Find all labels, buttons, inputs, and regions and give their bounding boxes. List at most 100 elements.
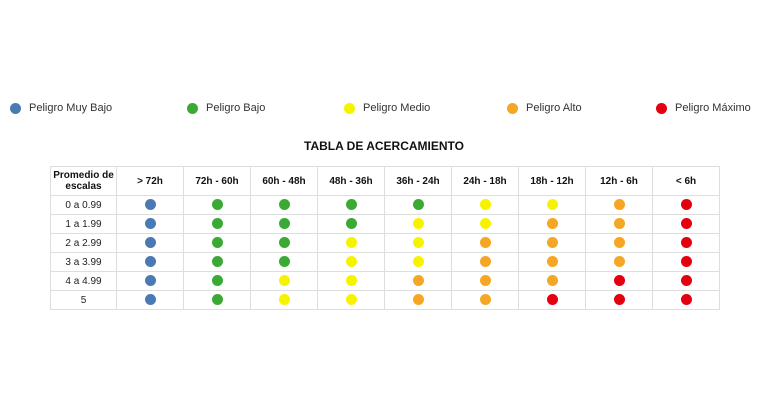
corner-header: Promedio de escalas bbox=[50, 166, 117, 196]
danger-dot-alto bbox=[479, 256, 491, 268]
danger-dot-maximo bbox=[546, 294, 558, 306]
danger-cell bbox=[585, 252, 653, 272]
table-row: 4 a 4.99 bbox=[50, 271, 720, 291]
danger-cell bbox=[116, 195, 184, 215]
danger-cell bbox=[183, 233, 251, 253]
danger-dot-muy-bajo bbox=[144, 294, 156, 306]
row-label: 5 bbox=[50, 290, 117, 310]
danger-dot-medio bbox=[345, 275, 357, 287]
danger-dot-medio bbox=[345, 294, 357, 306]
danger-cell bbox=[250, 233, 318, 253]
danger-dot-bajo bbox=[211, 294, 223, 306]
danger-dot-alto bbox=[613, 237, 625, 249]
legend-dot-bajo bbox=[187, 102, 198, 114]
danger-dot-muy-bajo bbox=[144, 237, 156, 249]
legend: Peligro Muy Bajo Peligro Bajo Peligro Medi… bbox=[10, 102, 758, 120]
danger-cell bbox=[585, 290, 653, 310]
danger-cell bbox=[116, 252, 184, 272]
danger-cell bbox=[652, 271, 720, 291]
danger-dot-alto bbox=[479, 275, 491, 287]
danger-dot-bajo bbox=[211, 218, 223, 230]
row-label: 3 a 3.99 bbox=[50, 252, 117, 272]
row-label: 2 a 2.99 bbox=[50, 233, 117, 253]
danger-cell bbox=[585, 271, 653, 291]
danger-dot-bajo bbox=[278, 237, 290, 249]
danger-dot-medio bbox=[278, 294, 290, 306]
column-header: 48h - 36h bbox=[317, 166, 385, 196]
danger-cell bbox=[317, 195, 385, 215]
danger-cell bbox=[384, 214, 452, 234]
danger-cell bbox=[451, 290, 519, 310]
danger-dot-alto bbox=[613, 199, 625, 211]
danger-dot-maximo bbox=[680, 218, 692, 230]
danger-cell bbox=[250, 271, 318, 291]
danger-cell bbox=[183, 271, 251, 291]
danger-cell bbox=[116, 290, 184, 310]
column-header: 12h - 6h bbox=[585, 166, 653, 196]
danger-cell bbox=[250, 252, 318, 272]
table-row: 1 a 1.99 bbox=[50, 214, 720, 234]
danger-cell bbox=[451, 271, 519, 291]
legend-label: Peligro Máximo bbox=[675, 102, 751, 114]
danger-cell bbox=[518, 195, 586, 215]
danger-dot-alto bbox=[546, 256, 558, 268]
danger-cell bbox=[317, 290, 385, 310]
danger-dot-alto bbox=[546, 218, 558, 230]
danger-cell bbox=[652, 252, 720, 272]
danger-cell bbox=[518, 214, 586, 234]
danger-cell bbox=[518, 271, 586, 291]
danger-dot-maximo bbox=[680, 237, 692, 249]
danger-cell bbox=[250, 290, 318, 310]
danger-dot-bajo bbox=[211, 275, 223, 287]
column-header: 72h - 60h bbox=[183, 166, 251, 196]
row-label: 4 a 4.99 bbox=[50, 271, 117, 291]
danger-dot-medio bbox=[412, 237, 424, 249]
danger-dot-maximo bbox=[613, 275, 625, 287]
table-row: 0 a 0.99 bbox=[50, 195, 720, 215]
danger-cell bbox=[317, 271, 385, 291]
danger-cell bbox=[451, 233, 519, 253]
danger-cell bbox=[384, 252, 452, 272]
danger-cell bbox=[384, 290, 452, 310]
danger-cell bbox=[183, 214, 251, 234]
legend-item-bajo: Peligro Bajo bbox=[187, 102, 265, 114]
danger-dot-medio bbox=[412, 218, 424, 230]
legend-dot-muy-bajo bbox=[10, 102, 21, 114]
danger-cell bbox=[183, 290, 251, 310]
danger-dot-bajo bbox=[278, 256, 290, 268]
danger-dot-medio bbox=[546, 199, 558, 211]
danger-dot-bajo bbox=[211, 199, 223, 211]
column-header: 24h - 18h bbox=[451, 166, 519, 196]
column-header: 60h - 48h bbox=[250, 166, 318, 196]
legend-dot-medio bbox=[344, 102, 355, 114]
danger-dot-bajo bbox=[211, 256, 223, 268]
legend-dot-alto bbox=[507, 102, 518, 114]
column-header: 18h - 12h bbox=[518, 166, 586, 196]
danger-dot-alto bbox=[613, 256, 625, 268]
legend-label: Peligro Muy Bajo bbox=[29, 102, 113, 114]
danger-cell bbox=[652, 195, 720, 215]
danger-dot-maximo bbox=[680, 294, 692, 306]
row-label: 0 a 0.99 bbox=[50, 195, 117, 215]
danger-dot-bajo bbox=[345, 218, 357, 230]
danger-dot-medio bbox=[479, 199, 491, 211]
legend-item-alto: Peligro Alto bbox=[507, 102, 582, 114]
column-header: 36h - 24h bbox=[384, 166, 452, 196]
danger-cell bbox=[317, 252, 385, 272]
danger-dot-alto bbox=[479, 237, 491, 249]
danger-dot-medio bbox=[479, 218, 491, 230]
danger-cell bbox=[652, 214, 720, 234]
danger-dot-alto bbox=[479, 294, 491, 306]
table-row: 3 a 3.99 bbox=[50, 252, 720, 272]
row-label: 1 a 1.99 bbox=[50, 214, 117, 234]
danger-cell bbox=[652, 290, 720, 310]
danger-dot-medio bbox=[345, 256, 357, 268]
danger-cell bbox=[183, 252, 251, 272]
danger-cell bbox=[585, 214, 653, 234]
danger-dot-medio bbox=[278, 275, 290, 287]
legend-item-medio: Peligro Medio bbox=[344, 102, 430, 114]
danger-dot-maximo bbox=[680, 256, 692, 268]
danger-dot-bajo bbox=[278, 199, 290, 211]
danger-dot-maximo bbox=[613, 294, 625, 306]
danger-dot-medio bbox=[412, 256, 424, 268]
